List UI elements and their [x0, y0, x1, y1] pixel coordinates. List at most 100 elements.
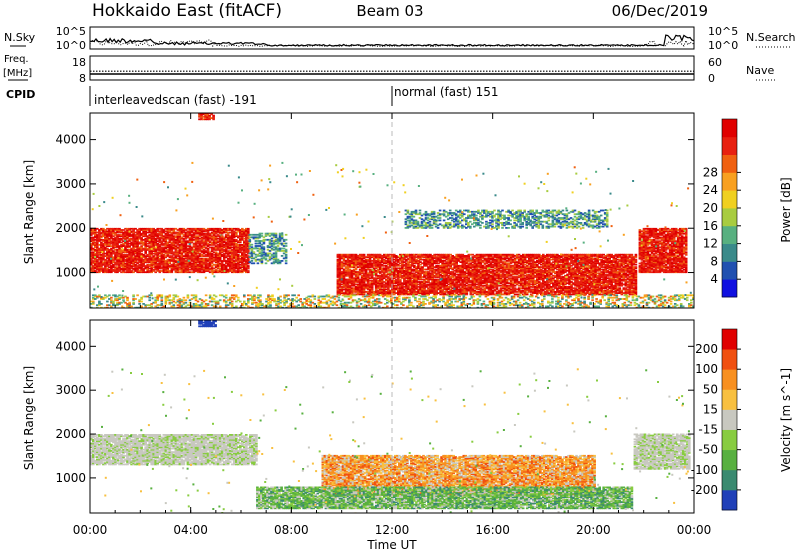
heatmap-cell	[166, 235, 170, 238]
heatmap-cell	[376, 262, 380, 265]
heatmap-cell	[479, 263, 483, 266]
heatmap-cell	[132, 263, 135, 266]
heatmap-cell	[210, 249, 214, 251]
heatmap-cell	[260, 243, 264, 246]
heatmap-cell	[346, 284, 350, 287]
heatmap-cell	[245, 244, 248, 246]
heatmap-cell	[232, 236, 236, 239]
heatmap-cell	[344, 284, 348, 287]
heatmap-cell	[100, 241, 103, 244]
heatmap-cell	[374, 281, 378, 283]
heatmap-cell	[206, 252, 210, 255]
heatmap-cell	[204, 262, 208, 265]
heatmap-cell	[232, 240, 236, 243]
heatmap-cell	[417, 257, 420, 260]
heatmap-cell	[487, 278, 491, 281]
heatmap-cell	[479, 284, 483, 287]
heatmap-cell	[168, 249, 172, 251]
heatmap-cell	[413, 272, 416, 275]
heatmap-cell	[186, 262, 190, 265]
heatmap-cell	[128, 262, 131, 265]
heatmap-cell	[166, 230, 170, 233]
heatmap-cell	[437, 258, 440, 261]
heatmap-cell	[208, 244, 212, 246]
heatmap-cell	[228, 250, 232, 252]
heatmap-cell	[405, 264, 408, 267]
heatmap-cell	[202, 258, 206, 261]
heatmap-cell	[387, 277, 390, 280]
heatmap-cell	[366, 291, 370, 293]
heatmap-cell	[102, 257, 105, 260]
heatmap-cell	[487, 260, 491, 262]
heatmap-cell	[210, 268, 214, 271]
heatmap-cell	[421, 278, 424, 281]
heatmap-cell	[102, 262, 105, 265]
heatmap-cell	[264, 233, 268, 236]
heatmap-cell	[477, 268, 481, 271]
heatmap-cell	[114, 244, 117, 246]
heatmap-cell	[208, 240, 212, 243]
heatmap-cell	[382, 287, 386, 290]
heatmap-cell	[104, 266, 107, 269]
heatmap-cell	[196, 235, 200, 238]
heatmap-cell	[166, 250, 170, 252]
heatmap-cell	[338, 272, 342, 275]
heatmap-cell	[336, 260, 340, 262]
heatmap-cell	[166, 237, 170, 240]
heatmap-cell	[455, 267, 458, 270]
heatmap-cell	[455, 292, 458, 294]
heatmap-cell	[247, 244, 250, 246]
heatmap-cell	[180, 240, 184, 243]
heatmap-cell	[120, 258, 123, 261]
heatmap-cell	[260, 257, 264, 260]
heatmap-cell	[188, 250, 192, 252]
heatmap-cell	[188, 249, 192, 251]
heatmap-cell	[237, 260, 240, 262]
heatmap-cell	[483, 267, 487, 270]
heatmap-cell	[348, 288, 352, 291]
heatmap-cell	[415, 284, 418, 287]
heatmap-cell	[216, 229, 220, 231]
heatmap-cell	[415, 268, 418, 271]
heatmap-cell	[389, 264, 392, 267]
heatmap-cell	[362, 260, 366, 262]
heatmap-cell	[495, 283, 499, 286]
heatmap-cell	[463, 271, 467, 273]
heatmap-cell	[411, 262, 414, 265]
heatmap-cell	[358, 253, 362, 256]
heatmap-cell	[220, 237, 224, 240]
heatmap-cell	[403, 293, 406, 296]
heatmap-cell	[104, 244, 107, 246]
heatmap-cell	[172, 256, 176, 259]
heatmap-cell	[102, 247, 105, 250]
heatmap-cell	[403, 283, 406, 286]
heatmap-cell	[156, 229, 159, 231]
heatmap-cell	[188, 234, 192, 236]
heatmap-cell	[200, 239, 204, 241]
heatmap-cell	[491, 276, 495, 278]
heatmap-cell	[228, 255, 232, 257]
heatmap-cell	[346, 271, 350, 273]
heatmap-cell	[146, 242, 149, 245]
heatmap-cell	[106, 240, 109, 243]
heatmap-cell	[350, 279, 354, 282]
heatmap-cell	[116, 249, 119, 251]
heatmap-cell	[100, 262, 103, 265]
heatmap-cell	[378, 292, 382, 294]
heatmap-cell	[146, 231, 149, 234]
heatmap-cell	[212, 270, 216, 272]
heatmap-cell	[499, 282, 503, 285]
heatmap-cell	[112, 229, 115, 231]
heatmap-cell	[158, 263, 162, 266]
heatmap-cell	[393, 269, 396, 272]
heatmap-cell	[228, 246, 232, 249]
heatmap-cell	[182, 249, 186, 251]
heatmap-cell	[226, 255, 230, 257]
heatmap-cell	[102, 255, 105, 257]
heatmap-cell	[208, 256, 212, 259]
heatmap-cell	[146, 267, 149, 270]
heatmap-cell	[419, 267, 422, 270]
heatmap-cell	[368, 289, 372, 292]
heatmap-cell	[385, 260, 388, 262]
heatmap-cell	[401, 253, 404, 256]
